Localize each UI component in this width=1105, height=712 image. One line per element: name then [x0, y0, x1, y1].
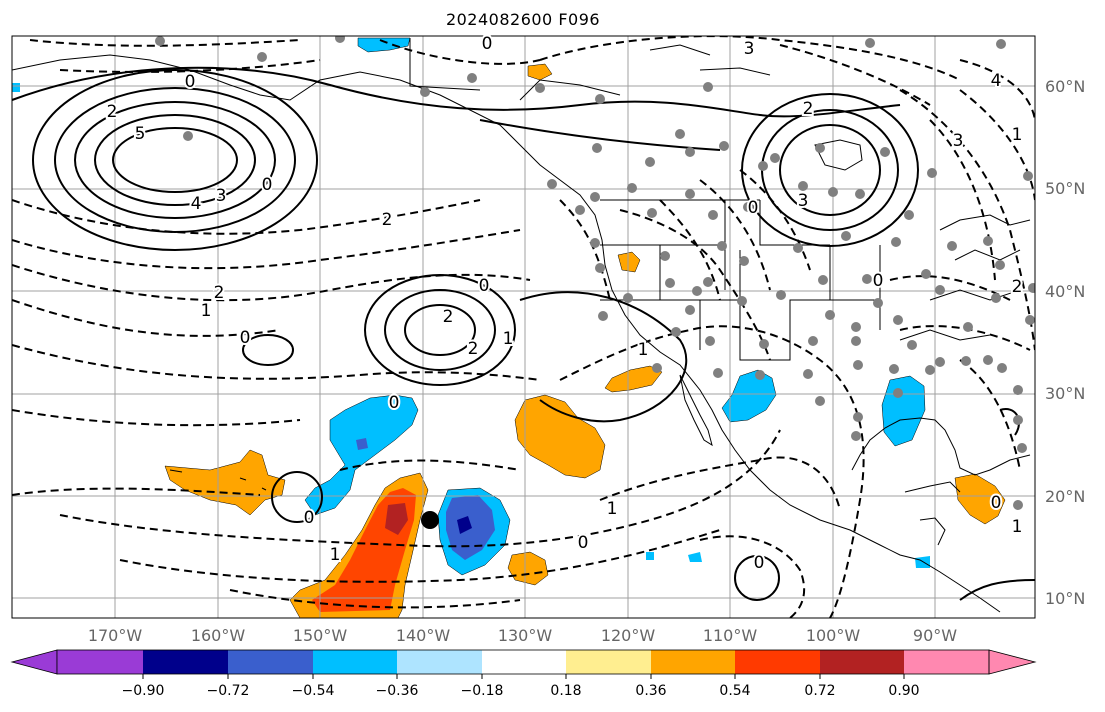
- contour-label: 2: [107, 102, 118, 122]
- lat-label: 50°N: [1045, 179, 1086, 198]
- colorbar-max-extension: [988, 649, 1037, 675]
- coastlines: [12, 38, 1031, 613]
- colorbar-tick-label: 0.36: [635, 683, 667, 699]
- colorbar-bin: [57, 650, 143, 674]
- contour-label: 3: [798, 191, 809, 211]
- colorbar-tick-label: 0.72: [804, 683, 836, 699]
- colorbar-tick-label: −0.18: [460, 683, 504, 699]
- lat-label: 40°N: [1045, 282, 1086, 301]
- colorbar-bin: [397, 650, 482, 674]
- positive-anomaly-region: [954, 473, 1006, 525]
- contour-label: 1: [201, 301, 212, 321]
- negative-anomaly-region: [881, 375, 926, 447]
- contour-label: 4: [191, 194, 202, 214]
- contour-label: 0: [479, 276, 490, 296]
- negative-anomaly-region: [688, 552, 702, 562]
- contour-label: 2: [214, 283, 225, 303]
- colorbar-bin: [904, 650, 989, 674]
- contour-label: 1: [607, 499, 618, 519]
- colorbar: [10, 649, 1037, 679]
- contour-label: 0: [873, 271, 884, 291]
- contour-label: 3: [953, 131, 964, 151]
- contour-label: 2: [468, 339, 479, 359]
- lon-label: 110°W: [702, 626, 758, 645]
- negative-anomaly-region: [646, 552, 654, 560]
- negative-anomaly-region: [357, 37, 411, 53]
- positive-anomaly-region: [164, 449, 286, 516]
- colorbar-tick-label: 0.90: [888, 683, 920, 699]
- contour-label: 0: [262, 175, 273, 195]
- colorbar-tick-label: −0.72: [206, 683, 250, 699]
- lon-label: 140°W: [395, 626, 451, 645]
- colorbar-bin: [313, 650, 397, 674]
- lat-label: 20°N: [1045, 487, 1086, 506]
- colorbar-bin: [566, 650, 651, 674]
- positive-anomaly-region: [617, 251, 641, 273]
- colorbar-tick-label: −0.36: [375, 683, 419, 699]
- contour-label: 0: [991, 493, 1002, 513]
- negative-anomaly-core: [356, 438, 368, 450]
- colorbar-bin: [735, 650, 820, 674]
- lat-label: 60°N: [1045, 77, 1086, 96]
- station-markers: [155, 36, 1035, 510]
- lon-label: 130°W: [497, 626, 553, 645]
- contour-label: 2: [1012, 277, 1023, 297]
- contour-label-layer: 0 0 2 5 4 3 0 2 1 2 0 2 2 1 0 0 1 0 3 2 …: [105, 32, 1025, 575]
- colorbar-bin: [820, 650, 904, 674]
- colorbar-bin: [228, 650, 313, 674]
- colorbar-tick-label: −0.54: [291, 683, 335, 699]
- extreme-positive-anomaly-core: [385, 503, 408, 535]
- positive-anomaly-region: [507, 551, 549, 586]
- lon-label: 150°W: [292, 626, 348, 645]
- graticule: [12, 36, 1035, 618]
- positive-anomaly-region: [527, 63, 553, 81]
- contour-label: 5: [135, 124, 146, 144]
- lat-label: 10°N: [1045, 589, 1086, 608]
- contour-label: 1: [503, 329, 514, 349]
- contour-label: 0: [578, 533, 589, 553]
- negative-anomaly-region: [12, 83, 20, 92]
- lat-label: 30°N: [1045, 384, 1086, 403]
- lon-label: 170°W: [87, 626, 143, 645]
- colorbar-bin: [143, 650, 228, 674]
- lon-label: 120°W: [600, 626, 656, 645]
- contour-label: 0: [304, 508, 315, 528]
- contour-label: 1: [638, 340, 649, 360]
- positive-anomaly-region: [604, 365, 663, 393]
- contour-label: 0: [754, 553, 765, 573]
- contour-label: 0: [240, 328, 251, 348]
- storm-center-marker: [421, 511, 439, 529]
- dashed-contour-layer: [12, 36, 1035, 618]
- colorbar-bin: [651, 650, 735, 674]
- negative-anomaly-region: [304, 394, 419, 516]
- colorbar-tick-label: −0.90: [121, 683, 165, 699]
- contour-label: 2: [443, 307, 454, 327]
- contour-label: 1: [1012, 125, 1023, 145]
- contour-label: 2: [803, 99, 814, 119]
- contour-label: 0: [748, 198, 759, 218]
- lon-label: 100°W: [805, 626, 861, 645]
- map-frame: [11, 35, 1036, 619]
- map-title: 2024082600 F096: [445, 10, 601, 29]
- colorbar-tick-label: 0.54: [719, 683, 751, 699]
- lon-label: 160°W: [190, 626, 246, 645]
- colorbar-bin: [482, 650, 566, 674]
- anomaly-fill-layer: [12, 37, 1006, 618]
- negative-anomaly-region: [721, 369, 777, 423]
- contour-label: 4: [991, 71, 1002, 91]
- contour-label: 3: [216, 186, 227, 206]
- contour-label: 3: [744, 39, 755, 59]
- positive-anomaly-region: [514, 394, 606, 479]
- contour-label: 1: [330, 545, 341, 565]
- colorbar-tick-label: 0.18: [550, 683, 582, 699]
- contour-label: 1: [1012, 517, 1023, 537]
- contour-label: 0: [482, 34, 493, 54]
- contour-label: 2: [382, 210, 393, 230]
- contour-label: 0: [185, 72, 196, 92]
- colorbar-min-extension: [10, 649, 58, 675]
- extreme-negative-anomaly-core: [457, 516, 472, 534]
- lon-label: 90°W: [912, 626, 958, 645]
- contour-label: 0: [389, 393, 400, 413]
